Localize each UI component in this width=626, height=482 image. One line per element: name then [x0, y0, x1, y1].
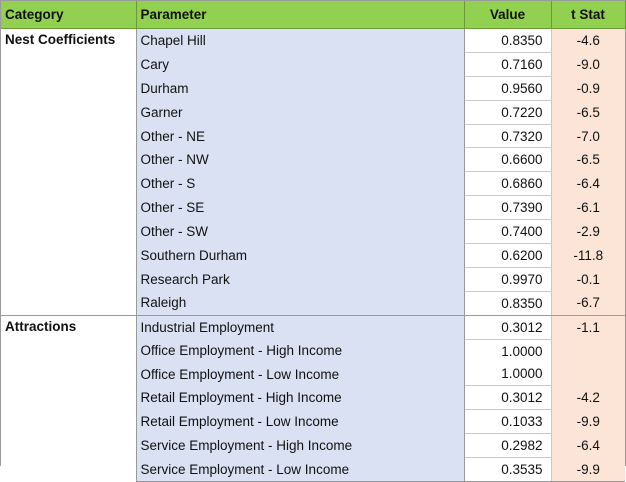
table-row: Office Employment - High Income 1.0000 [1, 339, 625, 363]
parameter-cell: Cary [136, 52, 465, 77]
parameter-cell: Southern Durham [136, 243, 465, 268]
parameter-cell: Other - SE [136, 195, 465, 220]
value-cell: 0.7320 [463, 123, 552, 149]
parameter-cell: Chapel Hill [136, 28, 465, 53]
value-cell: 0.9970 [463, 266, 552, 292]
table-row: Other - SW 0.7400 -2.9 [1, 219, 625, 245]
table-row: Durham 0.9560 -0.9 [1, 75, 625, 101]
value-cell: 0.6860 [463, 171, 552, 197]
table-row: Other - NE 0.7320 -7.0 [1, 123, 625, 149]
table-body: Nest Coefficients Chapel Hill 0.8350 -4.6 Ca… [1, 28, 625, 482]
tstat-cell: -2.9 [551, 219, 625, 244]
parameter-cell: Garner [136, 100, 465, 125]
table-row: Research Park 0.9970 -0.1 [1, 266, 625, 292]
parameter-cell: Industrial Employment [136, 314, 465, 340]
value-cell: 0.7220 [463, 99, 552, 125]
table-row: Cary 0.7160 -9.0 [1, 51, 625, 77]
value-cell: 0.3012 [463, 314, 552, 340]
parameter-cell: Service Employment - Low Income [136, 457, 465, 482]
parameter-cell: Office Employment - High Income [136, 339, 465, 363]
parameter-cell: Research Park [136, 267, 465, 292]
tstat-cell: -6.5 [551, 100, 625, 125]
header-value: Value [464, 1, 552, 29]
tstat-cell: -1.1 [551, 314, 625, 340]
tstat-cell: -7.0 [551, 124, 625, 148]
value-cell: 0.7400 [463, 219, 552, 245]
tstat-cell: -6.1 [551, 195, 625, 220]
value-cell: 0.7160 [463, 51, 552, 77]
tstat-cell: -6.7 [551, 291, 625, 316]
value-cell: 0.6200 [463, 243, 552, 268]
tstat-cell: -9.9 [551, 457, 625, 482]
tstat-cell [551, 339, 625, 363]
tstat-cell: -4.2 [551, 385, 625, 410]
value-cell: 0.8350 [463, 290, 552, 316]
value-cell: 0.9560 [463, 75, 552, 101]
tstat-cell [551, 362, 625, 386]
parameter-cell: Durham [136, 76, 465, 101]
table-row: Garner 0.7220 -6.5 [1, 99, 625, 125]
parameter-cell: Other - S [136, 171, 465, 196]
category-cell: Attractions [1, 314, 137, 482]
table-row: Retail Employment - High Income 0.3012 -4.… [1, 385, 625, 411]
table-row: Other - S 0.6860 -6.4 [1, 171, 625, 197]
tstat-cell: -6.4 [551, 171, 625, 196]
tstat-cell: -6.5 [551, 147, 625, 172]
table-row: Office Employment - Low Income 1.0000 [1, 362, 625, 386]
value-cell: 0.3535 [463, 457, 552, 482]
value-cell: 0.2982 [463, 433, 552, 459]
value-cell: 0.8350 [463, 28, 552, 53]
table-row: Service Employment - High Income 0.2982 -6… [1, 433, 625, 459]
table-row: Attractions Industrial Employment 0.3012 -1… [1, 314, 625, 482]
value-cell: 0.6600 [463, 147, 552, 173]
parameter-cell: Retail Employment - High Income [136, 385, 465, 410]
tstat-cell: -9.0 [551, 52, 625, 77]
value-cell: 0.3012 [463, 385, 552, 411]
value-cell: 0.1033 [463, 409, 552, 435]
table-row: Nest Coefficients Chapel Hill 0.8350 -4.6 [1, 28, 625, 316]
tstat-cell: -11.8 [551, 243, 625, 268]
parameter-cell: Service Employment - High Income [136, 433, 465, 458]
table-row: Other - SE 0.7390 -6.1 [1, 195, 625, 221]
parameter-cell: Raleigh [136, 291, 465, 316]
parameter-cell: Other - NW [136, 147, 465, 172]
tstat-cell: -9.9 [551, 409, 625, 434]
parameter-cell: Office Employment - Low Income [136, 362, 465, 386]
parameter-cell: Other - NE [136, 124, 465, 148]
parameter-cell: Other - SW [136, 219, 465, 244]
header-category: Category [1, 1, 137, 29]
header-tstat: t Stat [551, 1, 626, 29]
value-cell: 1.0000 [463, 362, 552, 386]
value-cell: 1.0000 [463, 339, 552, 363]
table-row: Retail Employment - Low Income 0.1033 -9.9 [1, 409, 625, 435]
header-row: Category Parameter Value t Stat [1, 1, 626, 29]
category-cell: Nest Coefficients [1, 28, 137, 316]
header-parameter: Parameter [136, 1, 465, 29]
table-row: Raleigh 0.8350 -6.7 [1, 290, 625, 316]
tstat-cell: -0.9 [551, 76, 625, 101]
value-cell: 0.7390 [463, 195, 552, 221]
tstat-cell: -4.6 [551, 28, 625, 53]
parameter-cell: Retail Employment - Low Income [136, 409, 465, 434]
tstat-cell: -6.4 [551, 433, 625, 458]
table-row: Other - NW 0.6600 -6.5 [1, 147, 625, 173]
tstat-cell: -0.1 [551, 267, 625, 292]
